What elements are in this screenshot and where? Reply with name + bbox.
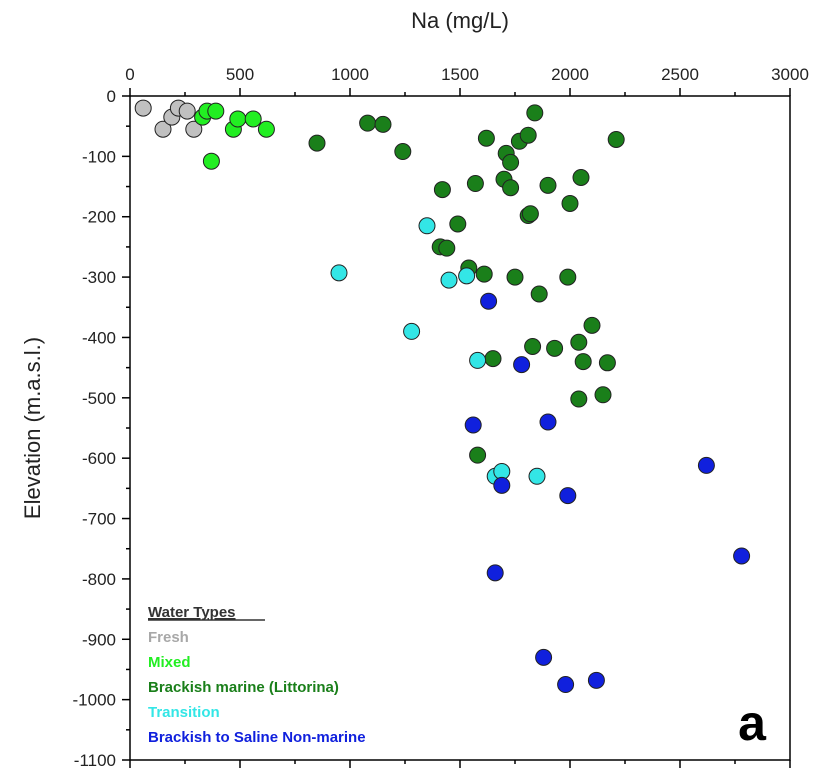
data-point: [574, 353, 592, 371]
data-point: [440, 271, 458, 289]
data-point: [403, 322, 421, 340]
data-point: [502, 153, 520, 171]
x-axis-title: Na (mg/L): [411, 8, 509, 33]
legend-entry: Brackish marine (Littorina): [148, 679, 339, 696]
plot-area-frame: [129, 95, 791, 761]
x-tick-label: 1000: [331, 65, 369, 84]
data-point: [449, 215, 467, 233]
data-point: [502, 179, 520, 197]
data-point: [178, 102, 196, 120]
x-tick-label: 0: [125, 65, 134, 84]
data-point: [530, 285, 548, 303]
data-point: [546, 339, 564, 357]
data-point: [493, 476, 511, 494]
data-point: [559, 268, 577, 286]
y-tick-label: 0: [107, 87, 116, 106]
data-point: [154, 120, 172, 138]
x-tick-label: 1500: [441, 65, 479, 84]
data-point: [202, 152, 220, 170]
legend-entry: Brackish to Saline Non-marine: [148, 729, 366, 746]
data-point: [583, 316, 601, 334]
data-point: [475, 265, 493, 283]
data-point: [521, 205, 539, 223]
legend-entry: Transition: [148, 704, 220, 721]
data-point: [480, 292, 498, 310]
data-point: [539, 176, 557, 194]
data-point: [458, 267, 476, 285]
y-tick-label: -1000: [73, 691, 116, 710]
y-tick-label: -400: [82, 328, 116, 347]
x-tick-label: 2000: [551, 65, 589, 84]
data-point: [561, 194, 579, 212]
x-tick-label: 2500: [661, 65, 699, 84]
data-point: [244, 110, 262, 128]
y-tick-label: -600: [82, 449, 116, 468]
legend-title: Water Types: [148, 604, 236, 621]
data-point: [374, 115, 392, 133]
y-tick-label: -800: [82, 570, 116, 589]
data-point: [570, 333, 588, 351]
legend-entry: Mixed: [148, 654, 191, 671]
data-point: [466, 175, 484, 193]
data-point: [557, 676, 575, 694]
y-tick-label: -500: [82, 389, 116, 408]
data-point: [535, 648, 553, 666]
data-point: [207, 102, 225, 120]
legend: Water Types Fresh Mixed Brackish marine (L…: [148, 604, 366, 746]
data-point: [394, 143, 412, 161]
data-point: [477, 129, 495, 147]
data-point: [598, 354, 616, 372]
data-point: [570, 390, 588, 408]
data-point: [418, 217, 436, 235]
data-point: [433, 181, 451, 199]
data-point: [229, 110, 247, 128]
y-tick-label: -900: [82, 630, 116, 649]
data-point: [484, 350, 502, 368]
y-tick-label: -300: [82, 268, 116, 287]
y-axis-title: Elevation (m.a.s.l.): [20, 337, 45, 519]
x-tick-label: 500: [226, 65, 254, 84]
y-tick-label: -700: [82, 510, 116, 529]
data-point: [519, 126, 537, 144]
data-point: [539, 413, 557, 431]
y-tick-label: -100: [82, 147, 116, 166]
legend-entry: Fresh: [148, 629, 189, 646]
x-axis-ticks: 0 500 1000 1500 2000 2500 3000: [125, 65, 809, 768]
x-tick-label: 3000: [771, 65, 809, 84]
data-point: [308, 134, 326, 152]
data-point: [528, 467, 546, 485]
data-point: [185, 120, 203, 138]
data-point: [607, 130, 625, 148]
data-point: [330, 264, 348, 282]
data-point: [486, 564, 504, 582]
data-point: [697, 456, 715, 474]
data-point: [733, 547, 751, 565]
data-point: [438, 239, 456, 257]
panel-label: a: [738, 695, 767, 751]
y-tick-label: -1100: [74, 751, 116, 770]
data-point: [134, 99, 152, 117]
data-point: [506, 268, 524, 286]
data-point: [513, 356, 531, 374]
data-point: [594, 386, 612, 404]
data-point: [464, 416, 482, 434]
data-point: [359, 114, 377, 132]
data-point: [559, 487, 577, 505]
y-tick-label: -200: [82, 208, 116, 227]
data-points: [134, 99, 751, 694]
data-point: [587, 671, 605, 689]
data-point: [469, 446, 487, 464]
data-point: [526, 104, 544, 122]
data-point: [469, 351, 487, 369]
data-point: [572, 168, 590, 186]
data-point: [257, 120, 275, 138]
data-point: [524, 338, 542, 356]
y-axis-ticks: 0 -100 -200 -300 -400 -500 -600 -700 -800 -900 -10…: [73, 87, 130, 770]
